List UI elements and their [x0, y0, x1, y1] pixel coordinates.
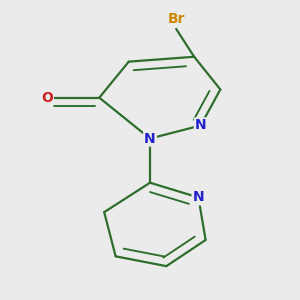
Text: N: N [193, 190, 204, 204]
Text: O: O [41, 91, 53, 105]
Text: N: N [144, 131, 156, 146]
Text: N: N [195, 118, 206, 133]
Text: Br: Br [167, 12, 185, 26]
